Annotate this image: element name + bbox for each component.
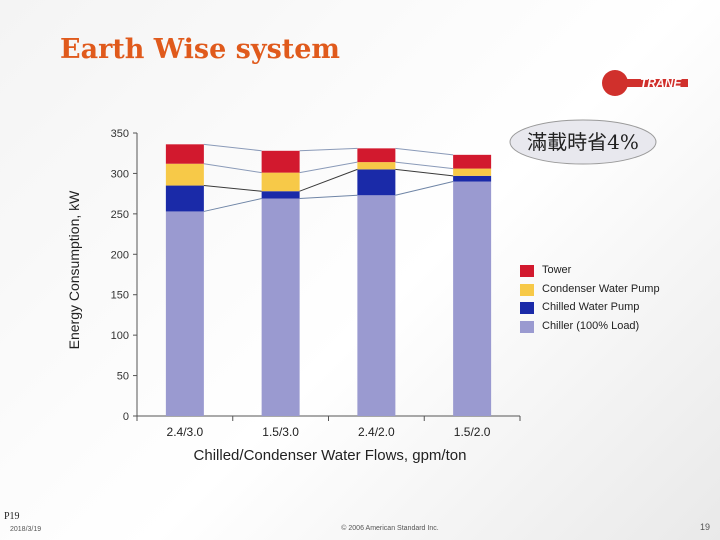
bar-condenser-water-pump-4 [453,168,492,176]
chart-bars [165,144,492,416]
x-tick-label: 2.4/3.0 [167,425,204,439]
legend-swatch [520,302,534,314]
bar-tower-2 [261,150,300,173]
legend-label: Chilled Water Pump [542,301,640,313]
connector-line [203,143,262,152]
bar-tower-3 [357,148,396,163]
bar-chilled-water-pump-4 [453,175,492,182]
connector-line [299,147,358,152]
connector-line [203,163,262,174]
y-tick-label: 150 [111,290,129,302]
connector-line [299,161,358,174]
bar-tower-4 [453,154,492,169]
trane-logo-text: TRANE [640,76,682,90]
legend-label: Condenser Water Pump [542,282,660,295]
chart-connector-lines [203,143,454,212]
x-tick-label: 1.5/2.0 [454,425,491,439]
connector-line [203,185,262,192]
chart-tick-labels: 0 50 100 150 200 250 300 350 2.4/3.0 1.5/3.0 2.4/2… [111,128,491,439]
footer-page-number: 19 [699,522,710,532]
footer-date: 2018/3/19 [10,526,42,533]
bar-condenser-water-pump-3 [357,162,396,170]
bar-chiller-100-load-3 [357,195,396,416]
x-tick-label: 2.4/2.0 [358,425,395,439]
bar-tower-1 [165,144,204,164]
y-tick-label: 0 [123,411,129,423]
bar-condenser-water-pump-2 [261,172,300,192]
slide-title: Earth Wise system [60,34,340,65]
trane-logo: TRANE [602,70,688,96]
connector-line [395,161,454,170]
callout-text: 滿載時省4% [527,130,639,154]
legend-label: Chiller (100% Load) [542,319,640,332]
legend-swatch [520,265,534,277]
x-axis-label: Chilled/Condenser Water Flows, gpm/ton [193,447,467,464]
x-tick-label: 1.5/3.0 [262,425,299,439]
bar-chiller-100-load-4 [453,181,492,416]
callout-bubble [509,119,657,165]
legend-swatch [520,283,534,296]
bar-chilled-water-pump-3 [357,169,396,196]
bar-condenser-water-pump-1 [165,163,204,186]
y-axis-label: Energy Consumption, kW [66,190,82,350]
connector-line [299,194,358,199]
y-tick-label: 50 [117,371,129,383]
y-tick-label: 350 [111,128,129,140]
footer-page-label: P19 [4,511,20,522]
y-tick-label: 100 [111,330,129,342]
bar-chiller-100-load-1 [165,211,204,416]
y-tick-label: 300 [111,168,129,180]
legend-label: Tower [542,264,572,276]
bar-chilled-water-pump-1 [165,185,204,212]
connector-line [203,198,262,212]
legend-swatch [520,320,534,333]
connector-line [299,168,358,192]
connector-line [395,147,454,156]
connector-line [395,181,454,196]
y-tick-label: 250 [111,209,129,221]
bar-chiller-100-load-2 [261,198,300,416]
y-tick-label: 200 [111,249,129,261]
footer-copyright: © 2006 American Standard Inc. [341,525,439,532]
connector-line [395,168,454,177]
bar-chilled-water-pump-2 [261,191,300,199]
